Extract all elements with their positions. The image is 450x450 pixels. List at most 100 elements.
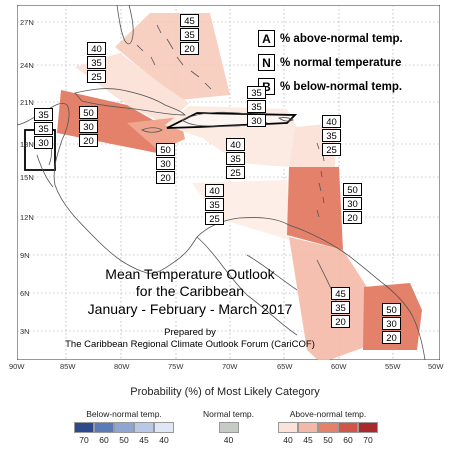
prob-normal: 30 bbox=[343, 197, 362, 210]
prob-normal: 35 bbox=[205, 198, 224, 211]
key-letter-normal: N bbox=[258, 54, 275, 71]
legend-normal-values: 40 bbox=[203, 435, 254, 445]
x-tick-label: 90W bbox=[9, 362, 25, 371]
prob-normal: 35 bbox=[322, 129, 341, 142]
prepared-by: Prepared by bbox=[164, 327, 216, 338]
swatch-above-70 bbox=[358, 422, 378, 433]
legend-below-values: 70 60 50 45 40 bbox=[74, 435, 174, 445]
swatch-below-50 bbox=[114, 422, 134, 433]
lesser-antilles bbox=[316, 142, 325, 218]
prob-above: 50 bbox=[382, 303, 401, 316]
legend-above-values: 40 45 50 60 70 bbox=[278, 435, 378, 445]
legend-value: 70 bbox=[79, 435, 89, 445]
map-title-line3: January - February - March 2017 bbox=[87, 301, 293, 317]
prob-above: 40 bbox=[226, 138, 245, 151]
key-row-below: B % below-normal temp. bbox=[258, 76, 438, 97]
prob-normal: 35 bbox=[226, 152, 245, 165]
forecast-box-windward-islands: 50 30 20 bbox=[343, 183, 362, 225]
legend-value: 60 bbox=[99, 435, 109, 445]
prob-normal: 35 bbox=[247, 100, 266, 113]
key-row-normal: N % normal temperature bbox=[258, 52, 438, 73]
x-axis-row: 90W 85W 80W 75W 70W 65W 60W 55W 50W bbox=[0, 362, 450, 374]
prob-normal: 35 bbox=[331, 301, 350, 314]
prob-below: 30 bbox=[34, 136, 53, 149]
legend-value: 50 bbox=[323, 435, 333, 445]
legend-value: 60 bbox=[343, 435, 353, 445]
legend-value: 70 bbox=[363, 435, 373, 445]
jamaica-outline bbox=[141, 127, 163, 133]
prob-below: 20 bbox=[79, 134, 98, 147]
map-frame: 27N 24N 21N 18N 15N 12N 9N 6N 3N bbox=[17, 5, 440, 360]
swatch-below-40 bbox=[154, 422, 174, 433]
key-text-normal: % normal temperature bbox=[280, 56, 402, 69]
y-tick-label: 18N bbox=[20, 140, 34, 149]
legend-normal-label: Normal temp. bbox=[203, 409, 255, 419]
swatch-below-45 bbox=[134, 422, 154, 433]
x-tick-label: 70W bbox=[222, 362, 238, 371]
swatch-below-70 bbox=[74, 422, 94, 433]
prob-below: 20 bbox=[382, 331, 401, 344]
prob-above: 40 bbox=[87, 42, 106, 55]
x-tick-label: 60W bbox=[331, 362, 347, 371]
zone-puerto-rico bbox=[202, 127, 297, 167]
y-axis-labels: 27N 24N 21N 18N 15N 12N 9N 6N 3N bbox=[20, 18, 34, 336]
x-tick-label: 65W bbox=[277, 362, 293, 371]
y-tick-label: 24N bbox=[20, 61, 34, 70]
prob-above: 45 bbox=[180, 14, 199, 27]
zone-guyana bbox=[289, 237, 367, 360]
prob-above: 40 bbox=[205, 184, 224, 197]
cuba-outline bbox=[74, 88, 186, 116]
swatch-above-40 bbox=[278, 422, 298, 433]
key-letter-above: A bbox=[258, 30, 275, 47]
swatch-above-45 bbox=[298, 422, 318, 433]
legend-normal-swatches bbox=[203, 422, 254, 433]
prob-normal: 30 bbox=[382, 317, 401, 330]
key-text-below: % below-normal temp. bbox=[280, 80, 403, 93]
y-tick-label: 21N bbox=[20, 98, 34, 107]
prepared-by-org: The Caribbean Regional Climate Outlook F… bbox=[65, 339, 315, 350]
swatch-below-60 bbox=[94, 422, 114, 433]
prob-below: 25 bbox=[322, 143, 341, 156]
forecast-box-leeward-islands: 40 35 25 bbox=[322, 115, 341, 157]
swatch-above-60 bbox=[338, 422, 358, 433]
y-tick-label: 9N bbox=[20, 251, 30, 260]
prob-normal: 30 bbox=[79, 120, 98, 133]
hispaniola-outline bbox=[181, 111, 268, 127]
bahamas-islands bbox=[136, 24, 212, 90]
forecast-box-abc-islands: 40 35 25 bbox=[205, 184, 224, 226]
prob-below: 25 bbox=[87, 70, 106, 83]
key-row-above: A % above-normal temp. bbox=[258, 28, 438, 49]
zone-suriname bbox=[363, 283, 422, 350]
prob-below: 20 bbox=[180, 42, 199, 55]
y-tick-label: 6N bbox=[20, 289, 30, 298]
legend-value: 45 bbox=[303, 435, 313, 445]
map-title-line2: for the Caribbean bbox=[135, 283, 245, 299]
y-tick-label: 15N bbox=[20, 173, 34, 182]
legend-value: 40 bbox=[223, 435, 234, 445]
legend-normal: Normal temp. 40 bbox=[203, 409, 254, 445]
prob-normal: 30 bbox=[156, 157, 175, 170]
category-key: A % above-normal temp. N % normal temper… bbox=[258, 28, 438, 100]
legend-below-label: Below-normal temp. bbox=[86, 409, 162, 419]
prob-above: 45 bbox=[331, 287, 350, 300]
florida-outline bbox=[116, 5, 134, 45]
forecast-box-jamaica: 50 30 20 bbox=[156, 143, 175, 185]
legend-value: 45 bbox=[139, 435, 149, 445]
legend-value: 50 bbox=[119, 435, 129, 445]
forecast-box-guyana: 45 35 20 bbox=[331, 287, 350, 329]
legend-below-normal: Below-normal temp. 70 60 50 45 40 bbox=[74, 409, 174, 445]
zone-bahamas bbox=[115, 13, 230, 100]
prob-normal: 35 bbox=[87, 56, 106, 69]
forecast-box-bahamas: 45 35 20 bbox=[180, 14, 199, 56]
forecast-box-puerto-rico: 40 35 25 bbox=[226, 138, 245, 180]
swatch-above-50 bbox=[318, 422, 338, 433]
prob-below: 25 bbox=[226, 166, 245, 179]
key-text-above: % above-normal temp. bbox=[280, 32, 403, 45]
x-tick-label: 80W bbox=[114, 362, 130, 371]
x-tick-label: 50W bbox=[428, 362, 444, 371]
coastlines bbox=[17, 5, 426, 360]
puerto-rico-outline bbox=[278, 117, 294, 122]
forecast-box-suriname: 50 30 20 bbox=[382, 303, 401, 345]
legend-above-label: Above-normal temp. bbox=[289, 409, 367, 419]
forecast-box-belize: 35 35 30 bbox=[34, 108, 53, 150]
